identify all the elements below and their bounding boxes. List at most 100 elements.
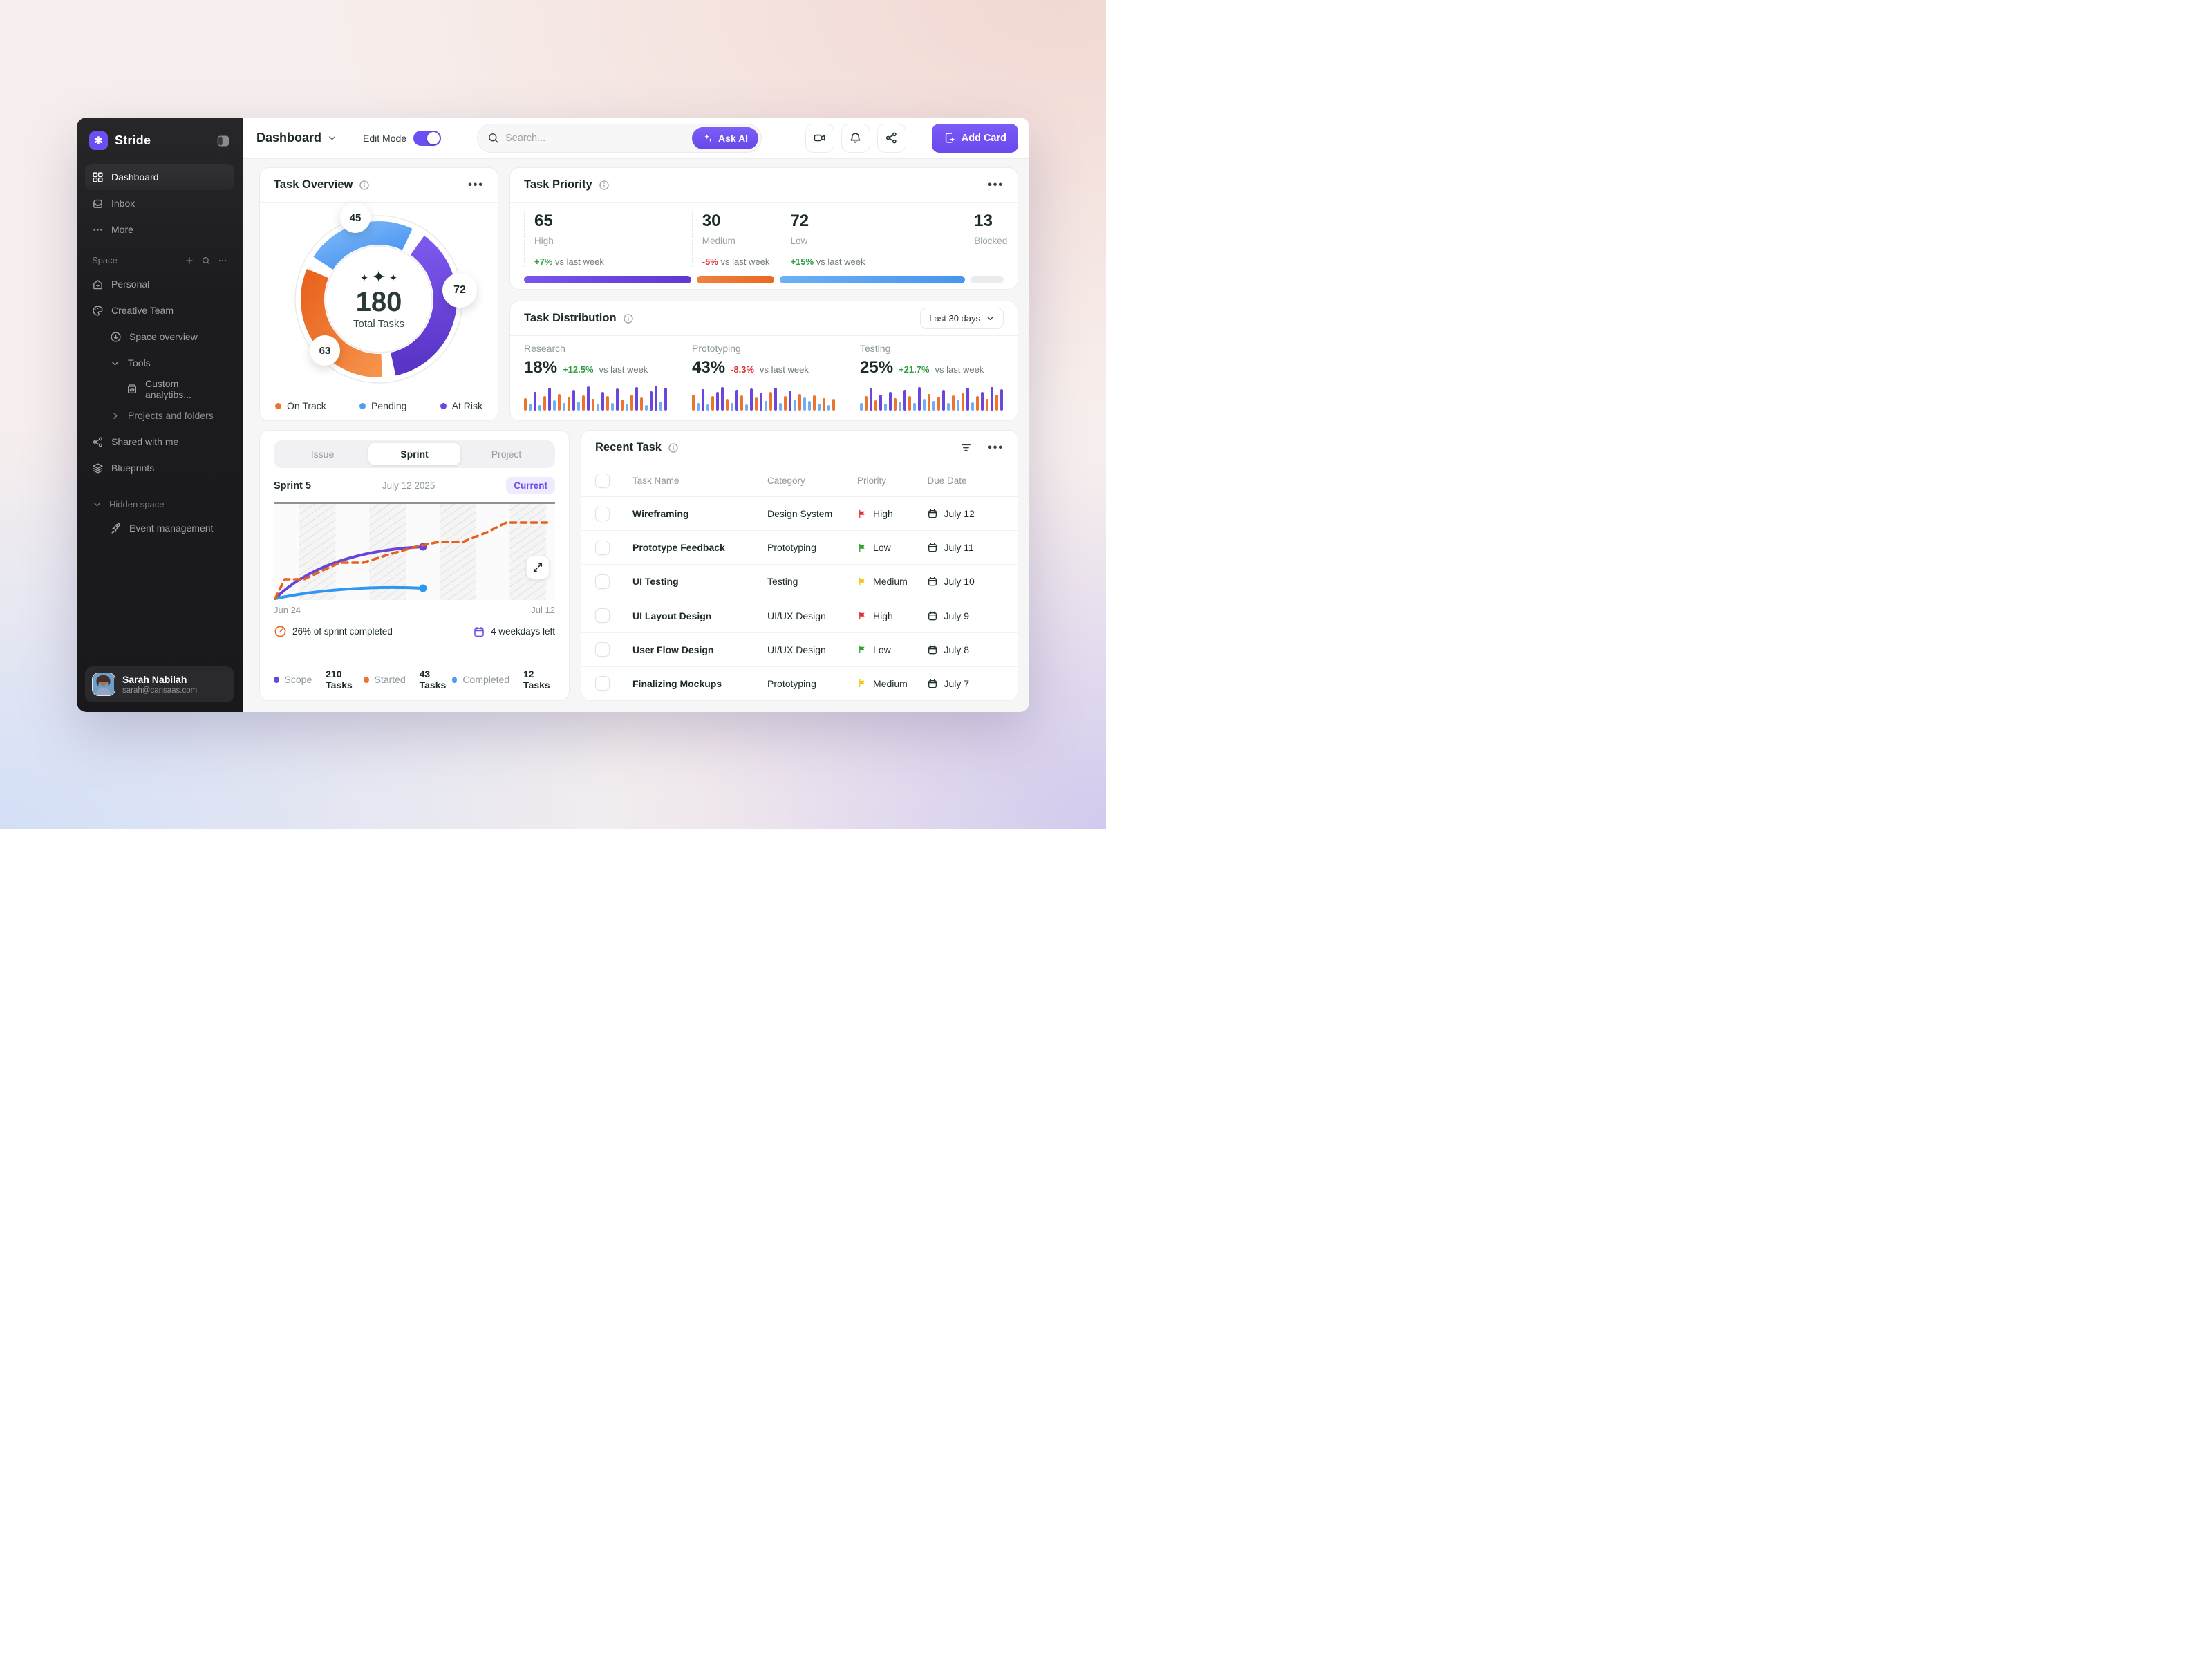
- add-space-icon[interactable]: [185, 256, 194, 265]
- burndown-chart: [274, 502, 555, 600]
- sidebar-item-blueprints[interactable]: Blueprints: [85, 455, 234, 481]
- row-checkbox[interactable]: [595, 608, 610, 624]
- sidebar-item-creative-team[interactable]: Creative Team: [85, 297, 234, 324]
- hidden-space-header[interactable]: Hidden space: [92, 499, 227, 509]
- sidebar-item-label: Shared with me: [111, 436, 179, 447]
- table-row[interactable]: UI Testing Testing Medium July 10: [581, 565, 1018, 599]
- select-all-checkbox[interactable]: [595, 474, 610, 488]
- user-email: sarah@cansaas.com: [122, 686, 198, 695]
- hidden-space-label: Hidden space: [109, 499, 165, 509]
- card-menu-icon[interactable]: •••: [988, 178, 1004, 191]
- card-title: Recent Task: [595, 441, 662, 453]
- info-icon[interactable]: [668, 442, 679, 453]
- flag-icon: [859, 679, 865, 688]
- sidebar-item-space-overview[interactable]: Space overview: [85, 324, 234, 350]
- sidebar-item-projects-folders[interactable]: Projects and folders: [85, 402, 234, 429]
- row-checkbox[interactable]: [595, 540, 610, 555]
- flag-icon: [859, 509, 865, 518]
- table-row[interactable]: UI Layout Design UI/UX Design High July …: [581, 599, 1018, 633]
- legend-item: Scope 210 Tasks: [274, 668, 364, 691]
- inbox-icon: [93, 199, 102, 208]
- collapse-sidebar-icon[interactable]: [216, 134, 230, 148]
- search-space-icon[interactable]: [201, 256, 211, 265]
- page-title-dropdown[interactable]: Dashboard: [256, 131, 337, 145]
- space-section-header: Space: [92, 255, 227, 265]
- table-row[interactable]: Wireframing Design System High July 12: [581, 497, 1018, 532]
- legend-item: At Risk: [440, 400, 482, 411]
- expand-chart-button[interactable]: [526, 556, 550, 579]
- user-name: Sarah Nabilah: [122, 674, 187, 685]
- user-profile[interactable]: Sarah Nabilah sarah@cansaas.com: [85, 666, 234, 702]
- edit-mode-toggle[interactable]: [413, 130, 442, 146]
- sidebar-item-personal[interactable]: Personal: [85, 271, 234, 297]
- sidebar-item-inbox[interactable]: Inbox: [85, 190, 234, 216]
- tab-project[interactable]: Project: [491, 449, 522, 460]
- sidebar-item-label: Dashboard: [111, 171, 159, 182]
- card-menu-icon[interactable]: •••: [988, 441, 1004, 453]
- segment-value-badge-on-track: 63: [310, 335, 340, 366]
- row-checkbox[interactable]: [595, 506, 610, 521]
- home-icon: [93, 279, 102, 289]
- row-checkbox[interactable]: [595, 642, 610, 657]
- flag-icon: [859, 646, 865, 654]
- share-icon: [93, 436, 102, 447]
- rocket-icon: [111, 523, 120, 534]
- sidebar-item-label: Personal: [111, 279, 150, 290]
- calendar-icon: [928, 509, 937, 518]
- sidebar: ✱ Stride Dashboard Inbox More Space: [77, 118, 243, 712]
- topbar-actions: Add Card: [805, 123, 1018, 153]
- legend-item: On Track: [275, 400, 326, 411]
- main-area: Dashboard Edit Mode Ask AI: [243, 118, 1029, 712]
- add-card-button[interactable]: Add Card: [931, 123, 1018, 153]
- current-badge: Current: [506, 477, 555, 494]
- table-row[interactable]: User Flow Design UI/UX Design Low July 8: [581, 633, 1018, 667]
- date-range-dropdown[interactable]: Last 30 days: [920, 308, 1004, 329]
- col-header: Task Name: [632, 476, 679, 486]
- search-bar: Ask AI: [477, 123, 762, 153]
- card-title: Task Priority: [524, 178, 592, 191]
- calendar-icon: [928, 543, 937, 552]
- burndown-x-axis: Jun 24 Jul 12: [274, 605, 555, 615]
- sidebar-item-dashboard[interactable]: Dashboard: [85, 164, 234, 190]
- sidebar-item-custom-analytics[interactable]: Custom analytibs...: [85, 376, 234, 402]
- space-menu-icon[interactable]: [218, 256, 227, 265]
- search-input[interactable]: [505, 132, 658, 144]
- info-icon[interactable]: [359, 180, 370, 191]
- table-body: Wireframing Design System High July 12 P…: [581, 497, 1018, 700]
- total-tasks-label: Total Tasks: [353, 318, 404, 330]
- arrow-down-circle-icon: [111, 331, 121, 342]
- sprint-date: July 12 2025: [382, 480, 435, 491]
- share-button[interactable]: [877, 123, 906, 153]
- sprint-name: Sprint 5: [274, 480, 311, 491]
- row-checkbox[interactable]: [595, 676, 610, 691]
- card-plus-icon: [945, 133, 955, 143]
- sprint-days-left-stat: 4 weekdays left: [473, 626, 555, 638]
- table-header: Task Name Category Priority Due Date: [581, 465, 1018, 497]
- x-end-label: Jul 12: [531, 605, 555, 615]
- row-checkbox[interactable]: [595, 574, 610, 589]
- calendar-icon: [928, 679, 937, 688]
- distribution-col-testing: Testing 25% +21.7% vs last week: [847, 343, 1004, 411]
- filter-icon[interactable]: [960, 442, 972, 453]
- info-icon[interactable]: [599, 180, 610, 191]
- table-row[interactable]: Prototype Feedback Prototyping Low July …: [581, 531, 1018, 565]
- calendar-icon: [474, 626, 484, 637]
- gauge-icon: [274, 626, 286, 637]
- video-call-button[interactable]: [805, 123, 834, 153]
- table-row[interactable]: Finalizing Mockups Prototyping Medium Ju…: [581, 667, 1018, 700]
- sidebar-item-more[interactable]: More: [85, 216, 234, 243]
- sidebar-item-tools[interactable]: Tools: [85, 350, 234, 376]
- recent-task-card: Recent Task ••• Task: [581, 430, 1018, 701]
- task-distribution-chart: Research 18% +12.5% vs last week Prototypi…: [510, 336, 1018, 420]
- tab-sprint[interactable]: Sprint: [368, 443, 460, 465]
- info-icon[interactable]: [623, 313, 634, 324]
- segment-value-badge-at-risk: 72: [442, 273, 477, 308]
- sparkles-icon: ✦ ✦ ✦: [359, 268, 398, 287]
- flag-icon: [859, 577, 865, 586]
- card-menu-icon[interactable]: •••: [468, 178, 484, 191]
- tab-issue[interactable]: Issue: [310, 449, 335, 460]
- sidebar-item-event-management[interactable]: Event management: [85, 515, 234, 541]
- ask-ai-button[interactable]: Ask AI: [692, 126, 759, 149]
- notifications-button[interactable]: [841, 123, 870, 153]
- sidebar-item-shared-with-me[interactable]: Shared with me: [85, 429, 234, 455]
